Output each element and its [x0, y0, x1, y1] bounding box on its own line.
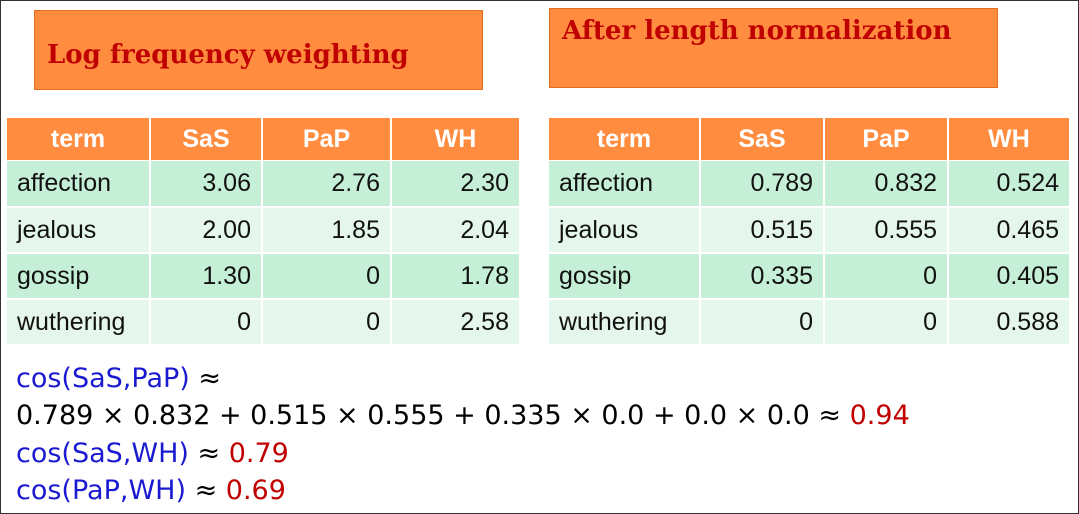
similarity-line: cos(PaP,WH) ≈ 0.69: [16, 475, 286, 506]
cosine-expression: cos(PaP,WH): [16, 475, 186, 506]
value-cell: 0.405: [949, 254, 1069, 298]
value-cell: 0: [263, 300, 390, 344]
value-cell: 0.832: [825, 161, 947, 206]
value-cell: 0.588: [949, 300, 1069, 344]
header-cell: PaP: [825, 118, 947, 160]
term-cell: affection: [549, 161, 699, 206]
value-cell: 1.78: [392, 254, 519, 298]
value-cell: 0: [151, 300, 261, 344]
header-cell: SaS: [701, 118, 823, 160]
approx-sign: ≈: [197, 438, 221, 469]
value-cell: 2.58: [392, 300, 519, 344]
similarity-line: cos(SaS,WH) ≈ 0.79: [16, 438, 289, 469]
cosine-expression: cos(SaS,WH): [16, 438, 189, 469]
calculation: 0.789 × 0.832 + 0.515 × 0.555 + 0.335 × …: [16, 400, 842, 431]
space: [186, 475, 195, 506]
term-cell: jealous: [7, 208, 149, 252]
header-cell: WH: [392, 118, 519, 160]
term-cell: wuthering: [549, 300, 699, 344]
header-cell: term: [7, 118, 149, 160]
header-cell: SaS: [151, 118, 261, 160]
term-cell: affection: [7, 161, 149, 206]
right-title: After length normalization: [549, 8, 998, 88]
value-cell: 0.524: [949, 161, 1069, 206]
space: [217, 475, 226, 506]
value-cell: 0.335: [701, 254, 823, 298]
approx-sign: ≈: [198, 363, 222, 394]
value-cell: 0.789: [701, 161, 823, 206]
header-cell: term: [549, 118, 699, 160]
value-cell: 0.555: [825, 208, 947, 252]
value-cell: 2.04: [392, 208, 519, 252]
space: [841, 400, 850, 431]
value-cell: 0: [825, 254, 947, 298]
cosine-result: 0.69: [225, 475, 286, 506]
cosine-expression: cos(SaS,PaP): [16, 363, 190, 394]
value-cell: 0: [263, 254, 390, 298]
space: [220, 438, 229, 469]
approx-sign: ≈: [194, 475, 218, 506]
similarity-line: cos(SaS,PaP) ≈: [16, 363, 221, 394]
header-cell: PaP: [263, 118, 390, 160]
value-cell: 2.00: [151, 208, 261, 252]
term-cell: gossip: [549, 254, 699, 298]
value-cell: 0.465: [949, 208, 1069, 252]
term-cell: jealous: [549, 208, 699, 252]
cosine-result: 0.94: [849, 400, 910, 431]
similarity-line: 0.789 × 0.832 + 0.515 × 0.555 + 0.335 × …: [16, 400, 910, 431]
header-cell: WH: [949, 118, 1069, 160]
left-title: Log frequency weighting: [34, 10, 483, 90]
term-cell: wuthering: [7, 300, 149, 344]
cosine-result: 0.79: [228, 438, 289, 469]
value-cell: 2.76: [263, 161, 390, 206]
value-cell: 3.06: [151, 161, 261, 206]
value-cell: 0: [825, 300, 947, 344]
term-cell: gossip: [7, 254, 149, 298]
value-cell: 2.30: [392, 161, 519, 206]
space: [189, 438, 198, 469]
value-cell: 1.30: [151, 254, 261, 298]
value-cell: 0: [701, 300, 823, 344]
value-cell: 0.515: [701, 208, 823, 252]
value-cell: 1.85: [263, 208, 390, 252]
